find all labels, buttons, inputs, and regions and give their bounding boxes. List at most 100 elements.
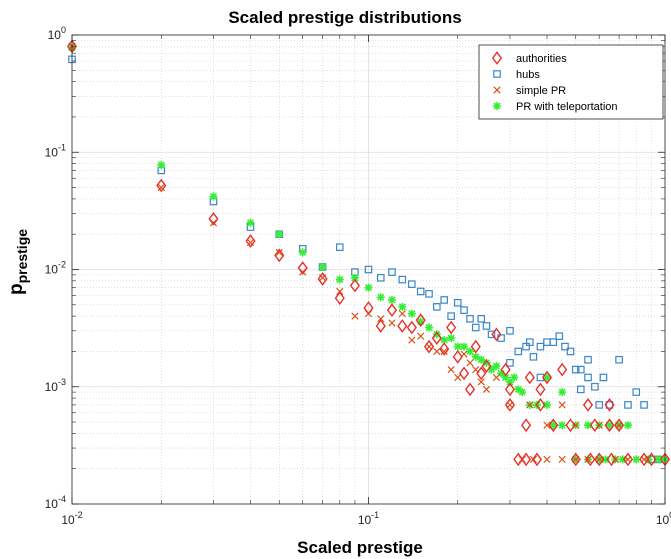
data-point: [388, 268, 396, 276]
data-point: [274, 248, 285, 263]
legend-marker-asterisk: [493, 102, 501, 110]
data-point: [632, 388, 641, 396]
data-point: [452, 349, 463, 364]
data-point: [387, 295, 396, 304]
data-point: [521, 452, 532, 467]
data-point: [543, 455, 551, 464]
data-point: [526, 338, 534, 346]
data-point: [334, 291, 345, 306]
data-point: [476, 366, 487, 381]
data-point: [477, 378, 485, 386]
data-point: [477, 314, 486, 323]
data-point: [535, 398, 546, 412]
data-point: [595, 401, 604, 409]
data-point: [416, 317, 425, 326]
data-point: [466, 314, 474, 323]
data-point: [558, 388, 567, 397]
data-point: [582, 398, 594, 412]
legend-label-simple-pr: simple PR: [516, 85, 566, 97]
data-point: [376, 273, 385, 282]
data-point: [605, 421, 614, 430]
data-point: [506, 327, 514, 335]
data-point: [440, 347, 448, 356]
data-point: [432, 330, 441, 339]
data-point: [464, 382, 476, 397]
data-point: [349, 278, 361, 293]
data-point: [557, 362, 568, 377]
data-point: [491, 327, 502, 342]
data-point: [398, 310, 406, 318]
data-point: [543, 421, 551, 429]
data-point: [433, 303, 441, 311]
data-point: [447, 365, 455, 374]
y-tick-exponent: -1: [58, 142, 66, 152]
data-point: [504, 382, 516, 397]
data-point: [632, 455, 641, 464]
data-point: [646, 452, 657, 467]
y-tick-label: 10-2: [45, 260, 66, 277]
data-point: [570, 452, 581, 467]
data-point: [397, 319, 408, 333]
data-point: [408, 280, 416, 288]
data-point: [487, 330, 496, 339]
legend-marker-x: [493, 86, 501, 94]
data-point: [363, 301, 374, 315]
data-point: [408, 336, 416, 344]
data-point: [604, 418, 615, 433]
data-point: [566, 347, 575, 356]
data-point: [606, 452, 617, 467]
data-point: [513, 452, 524, 467]
data-point: [506, 359, 514, 367]
x-tick-label: 10-2: [61, 510, 82, 527]
data-point: [406, 320, 417, 335]
legend-markers: [491, 51, 503, 110]
data-point: [335, 275, 344, 284]
data-point: [245, 234, 256, 248]
data-point: [529, 353, 538, 361]
data-point: [209, 192, 218, 201]
data-point: [624, 401, 632, 409]
data-point: [536, 342, 545, 351]
data-point: [388, 319, 396, 327]
data-point: [156, 178, 167, 193]
legend: authorities hubs simple PR PR with telep…: [478, 44, 664, 120]
y-axis-label-sub: prestige: [14, 229, 30, 284]
data-point: [558, 401, 566, 409]
data-point: [591, 382, 599, 391]
x-tick-exponent: -1: [371, 510, 379, 520]
data-point: [460, 306, 468, 314]
data-point: [377, 315, 385, 323]
data-point: [317, 272, 328, 286]
x-tick-base: 10: [656, 513, 670, 527]
data-point: [458, 366, 470, 381]
data-point: [543, 373, 552, 382]
y-tick-exponent: 0: [61, 25, 66, 35]
data-point: [466, 359, 474, 367]
data-point: [623, 421, 632, 430]
legend-box: [478, 44, 664, 120]
data-point: [425, 323, 434, 332]
data-point: [415, 313, 426, 328]
data-point: [549, 421, 558, 430]
data-point: [558, 455, 566, 464]
data-point: [454, 373, 462, 382]
y-axis-label-main: p: [6, 283, 27, 295]
data-point: [351, 312, 359, 320]
y-tick-exponent: -3: [58, 377, 66, 387]
data-point: [433, 347, 441, 356]
data-point: [526, 401, 534, 409]
data-point: [584, 455, 592, 464]
data-point: [504, 398, 516, 412]
data-point: [561, 342, 569, 351]
x-tick-exponent: -2: [75, 510, 83, 520]
data-point: [275, 230, 284, 239]
y-tick-label: 10-3: [45, 377, 66, 394]
data-point: [654, 455, 663, 464]
data-point: [335, 243, 344, 251]
data-point: [576, 365, 585, 374]
data-point: [584, 355, 592, 364]
data-point: [521, 418, 532, 433]
data-point: [518, 388, 527, 397]
data-point: [543, 400, 552, 409]
data-point: [440, 336, 449, 345]
